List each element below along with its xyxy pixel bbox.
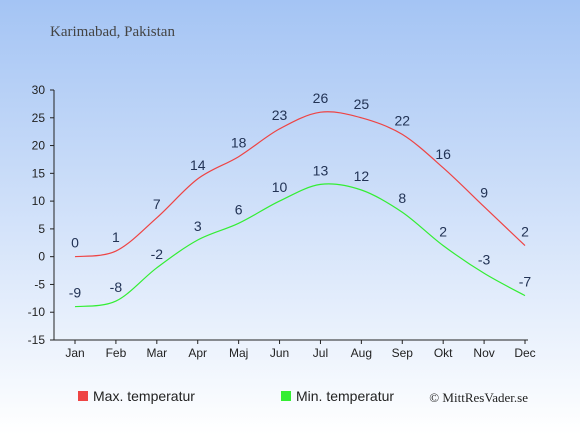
data-label: 1 xyxy=(112,229,120,245)
data-label: 26 xyxy=(313,90,329,106)
y-tick-label: -5 xyxy=(34,277,45,291)
data-label: 3 xyxy=(194,218,202,234)
legend-swatch xyxy=(281,391,291,401)
y-tick-label: 15 xyxy=(32,166,46,180)
x-tick-label: Maj xyxy=(229,346,248,360)
y-tick-label: 25 xyxy=(32,111,46,125)
data-label: 9 xyxy=(480,185,488,201)
data-label: 2 xyxy=(521,224,529,240)
x-tick-label: Feb xyxy=(106,346,127,360)
x-tick-label: Okt xyxy=(434,346,453,360)
y-tick-label: 20 xyxy=(32,139,46,153)
y-tick-label: 5 xyxy=(38,222,45,236)
data-label: 6 xyxy=(235,201,243,217)
x-tick-label: Nov xyxy=(473,346,494,360)
data-label: 2 xyxy=(439,224,447,240)
data-label: 0 xyxy=(71,235,79,251)
chart-title: Karimabad, Pakistan xyxy=(50,24,175,40)
data-label: 18 xyxy=(231,135,247,151)
series-lines xyxy=(74,111,526,308)
data-label: -2 xyxy=(151,246,164,262)
x-tick-label: Mar xyxy=(146,346,167,360)
data-label: 10 xyxy=(272,179,288,195)
x-tick-label: Dec xyxy=(514,346,535,360)
legend: Max. temperatur Min. temperatur xyxy=(78,388,394,404)
x-tick-label: Aug xyxy=(351,346,372,360)
data-label: 25 xyxy=(354,96,370,112)
data-label: 16 xyxy=(435,146,451,162)
data-label: -7 xyxy=(519,274,532,290)
data-label: -9 xyxy=(69,285,82,301)
y-tick-label: 30 xyxy=(32,83,46,97)
data-label: -3 xyxy=(478,251,491,267)
data-label: 23 xyxy=(272,107,288,123)
x-tick-label: Sep xyxy=(392,346,414,360)
data-label: 22 xyxy=(394,112,410,128)
y-tick-label: -15 xyxy=(28,333,46,347)
data-label: 12 xyxy=(354,168,370,184)
x-tick-label: Jul xyxy=(313,346,328,360)
y-tick-label: 0 xyxy=(38,250,45,264)
data-label: 8 xyxy=(398,190,406,206)
data-label: 13 xyxy=(313,162,329,178)
x-tick-label: Jun xyxy=(270,346,289,360)
y-tick-label: 10 xyxy=(32,194,46,208)
data-label: 14 xyxy=(190,157,206,173)
series-line-min xyxy=(74,183,526,308)
series-line-max xyxy=(74,111,526,258)
legend-label: Max. temperatur xyxy=(93,388,195,404)
legend-label: Min. temperatur xyxy=(296,388,394,404)
data-labels: 0 1 7 14 18 23 26 25 22 16 9 2 -9 -8 -2 3 6 10 13 12 8 2 -3 -7 xyxy=(69,90,532,300)
legend-swatch xyxy=(78,391,88,401)
data-label: -8 xyxy=(110,279,123,295)
x-tick-label: Jan xyxy=(65,346,84,360)
data-label: 7 xyxy=(153,196,161,212)
y-tick-label: -10 xyxy=(28,305,46,319)
x-tick-label: Apr xyxy=(188,346,207,360)
credit-text: © MittResVader.se xyxy=(429,390,528,405)
